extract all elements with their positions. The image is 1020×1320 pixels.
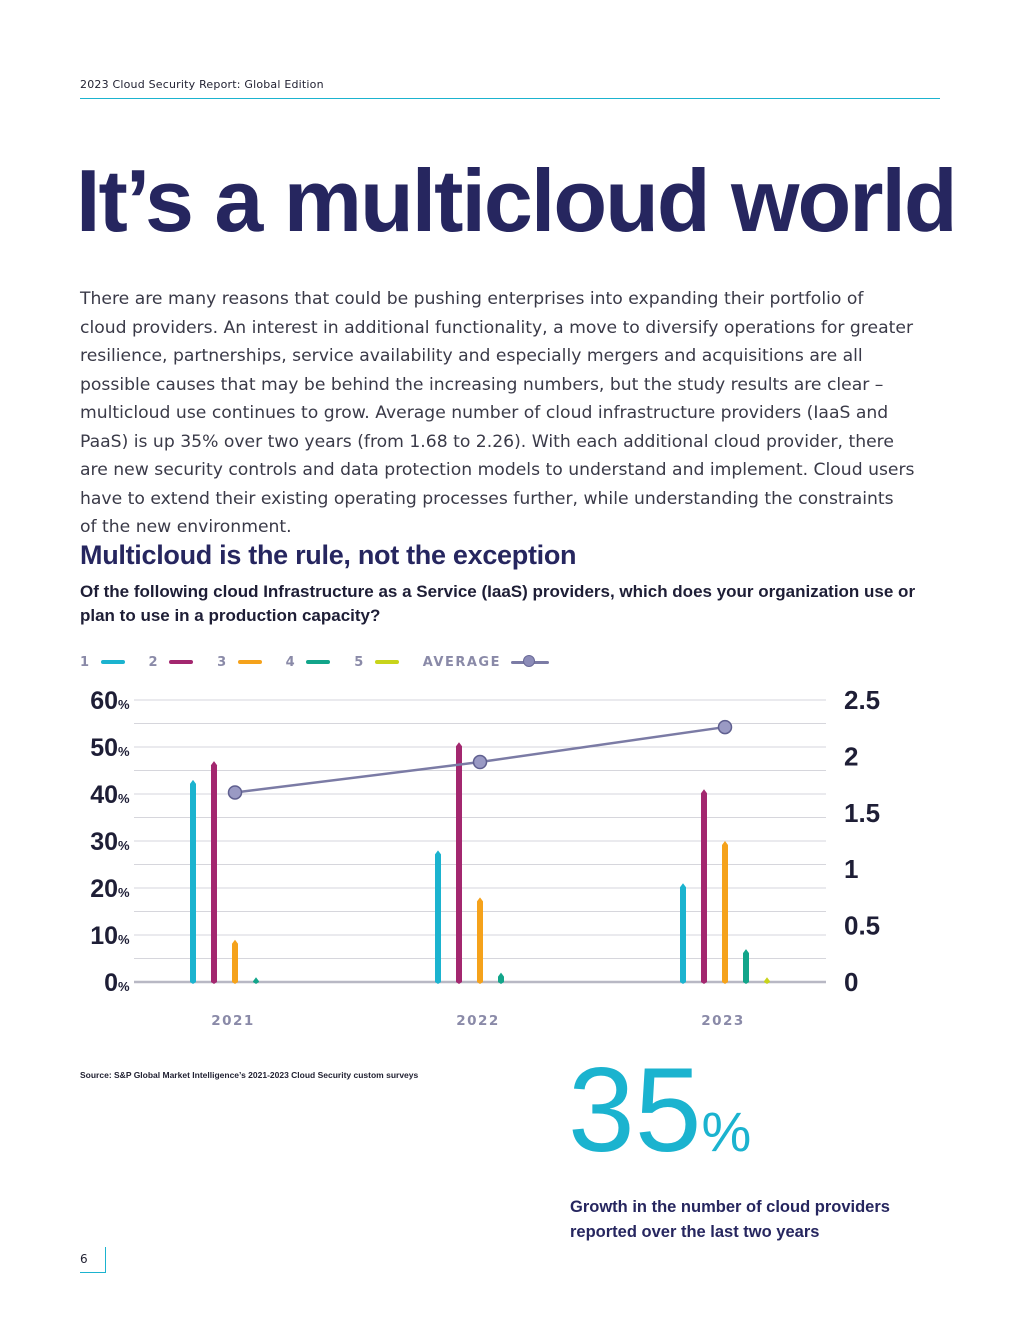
stat-suffix: % [701,1100,752,1163]
stat-figure: 35% [568,1040,751,1202]
header-divider [80,98,940,99]
average-point-2023 [717,719,733,735]
bar-3-2021 [232,939,238,984]
average-point-2021 [227,785,243,800]
right-axis-tick-label: 0.5 [844,911,880,941]
left-axis-tick-label: 60 [90,687,118,715]
legend-item-average: AVERAGE [423,654,549,670]
legend-item-1: 1 [80,655,125,670]
legend-label: 4 [285,654,297,670]
bar-4-2021 [253,977,259,984]
category-label: 2021 [211,1013,255,1029]
right-axis-tick-label: 1.5 [844,798,880,828]
page-number: 6 [80,1247,106,1273]
legend-swatch [374,660,399,664]
bar-3-2023 [722,841,728,984]
left-axis-tick-suffix: % [118,932,130,947]
bar-1-2022 [435,850,441,984]
left-axis-tick-label: 20 [90,875,118,903]
left-axis-tick-suffix: % [118,744,130,759]
left-axis-tick-suffix: % [118,791,130,806]
right-axis-tick-label: 2.5 [844,685,880,715]
legend-label: 5 [354,654,365,670]
chart-legend: 1 2 3 4 5 AVERAGE [80,652,573,672]
survey-question: Of the following cloud Infrastructure as… [80,582,916,625]
legend-label: 1 [80,654,91,670]
bar-2-2023 [701,789,707,984]
legend-swatch [169,660,194,664]
left-axis-tick-label: 10 [90,922,118,950]
legend-label: 2 [148,654,160,670]
legend-item-5: 5 [354,655,399,670]
bar-2-2021 [211,761,217,984]
legend-label: 3 [217,654,228,670]
legend-label-average: AVERAGE [422,654,501,670]
legend-item-4: 4 [286,655,331,670]
left-axis-tick-label: 0 [104,969,118,997]
bar-2-2022 [456,742,462,984]
left-axis-tick-label: 30 [90,828,118,856]
stat-caption: Growth in the number of cloud providers … [570,1198,890,1241]
bar-3-2022 [477,897,483,984]
legend-item-2: 2 [149,655,194,670]
legend-item-3: 3 [217,655,262,670]
bar-1-2021 [190,779,196,984]
legend-swatch [237,660,262,664]
average-line-icon [510,654,549,670]
bar-4-2022 [498,972,504,984]
left-axis-tick-label: 40 [90,781,118,809]
category-label: 2022 [456,1013,500,1029]
bar-1-2023 [680,883,686,984]
section-title: Multicloud is the rule, not the exceptio… [80,540,577,570]
left-axis-tick-suffix: % [118,885,130,900]
left-axis-tick-suffix: % [118,838,130,853]
left-axis-tick-suffix: % [118,979,130,994]
category-label: 2023 [701,1013,745,1029]
page-title: It’s a multicloud world [76,151,958,250]
source-note: Source: S&P Global Market Intelligence’s… [80,1070,419,1080]
right-axis-tick-label: 0 [844,967,858,997]
bar-4-2023 [743,949,749,984]
legend-swatch [306,660,331,664]
left-axis-tick-label: 50 [90,734,118,762]
bar-5-2023 [764,977,770,984]
intro-paragraph: There are many reasons that could be pus… [80,289,915,537]
left-axis-tick-suffix: % [118,697,130,712]
stat-value: 35 [568,1043,702,1177]
right-axis-tick-label: 1 [844,854,858,884]
report-header: 2023 Cloud Security Report: Global Editi… [80,78,324,91]
average-point-2022 [472,754,488,770]
legend-swatch [100,660,125,664]
right-axis-tick-label: 2 [844,741,858,771]
